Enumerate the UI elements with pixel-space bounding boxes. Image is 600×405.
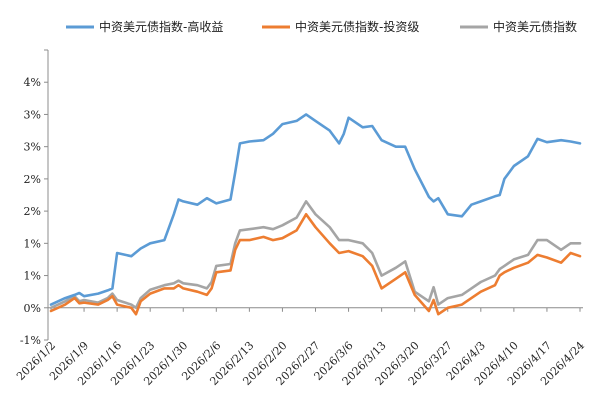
y-tick-label: 2% (24, 173, 41, 186)
y-tick-label: 2% (24, 205, 41, 218)
y-tick-label: -1% (20, 334, 41, 347)
y-tick-label: 0% (24, 302, 41, 315)
y-axis-ticks: -1% 0% 1% 1% 2% 2% 3% 3% 4% (20, 49, 48, 347)
series-line-2 (49, 213, 582, 316)
legend: 中资美元债指数-高收益 中资美元债指数-投资级 中资美元债指数 (66, 19, 577, 34)
legend-label-1: 中资美元债指数-高收益 (99, 19, 223, 34)
series-line-1 (49, 113, 582, 306)
legend-label-2: 中资美元债指数-投资级 (295, 19, 419, 34)
y-tick-label: 3% (24, 141, 41, 154)
series-lines (49, 113, 582, 316)
y-tick-label: 4% (24, 76, 41, 89)
x-axis-ticks: 2026/1/22026/1/92026/1/162026/1/232026/1… (14, 307, 587, 388)
legend-label-3: 中资美元债指数 (493, 19, 577, 34)
series-line-3 (49, 200, 582, 310)
y-tick-label: 3% (24, 108, 41, 121)
axes (47, 50, 583, 340)
y-tick-label: 1% (24, 237, 41, 250)
y-tick-label: 1% (24, 270, 41, 283)
